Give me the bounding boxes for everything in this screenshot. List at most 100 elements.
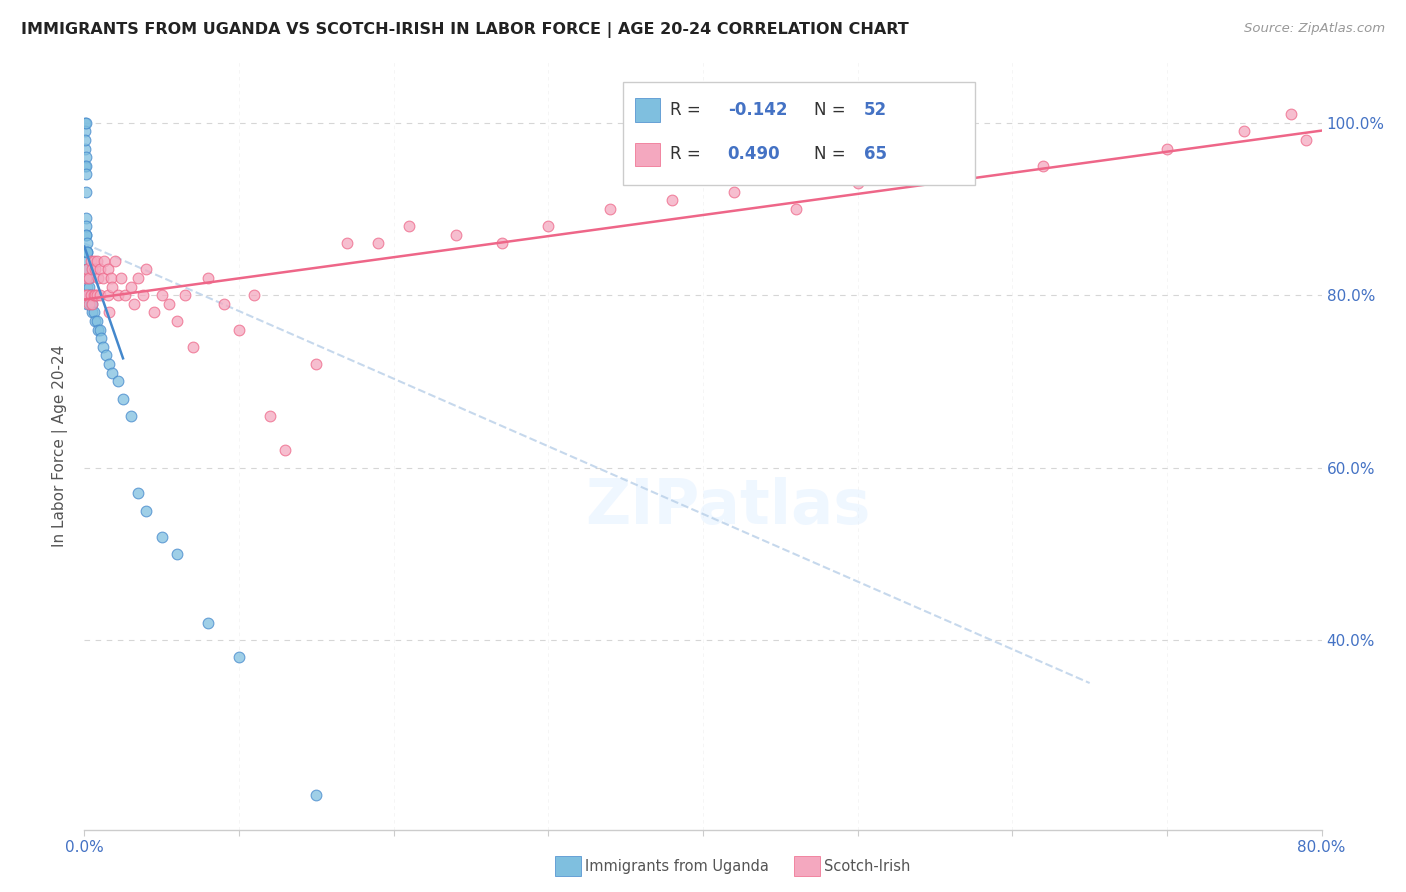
Point <box>82 297 104 311</box>
Point <box>1032 159 1054 173</box>
Point <box>89 288 111 302</box>
Point <box>84 288 107 302</box>
Point <box>77 271 100 285</box>
Point <box>305 788 328 802</box>
Point <box>112 392 135 406</box>
Text: -0.142: -0.142 <box>728 101 787 119</box>
Point <box>114 288 136 302</box>
Point <box>87 323 110 337</box>
Point <box>491 236 513 251</box>
Point <box>75 185 97 199</box>
Point <box>135 262 157 277</box>
Point <box>91 340 114 354</box>
Point <box>76 253 98 268</box>
Point <box>75 211 97 225</box>
Point <box>661 194 683 208</box>
Point <box>79 253 101 268</box>
Point <box>104 253 127 268</box>
Point <box>83 288 105 302</box>
Text: 65: 65 <box>863 145 887 163</box>
Text: N =: N = <box>814 101 851 119</box>
Point <box>76 297 98 311</box>
Point <box>336 236 359 251</box>
Text: 52: 52 <box>863 101 887 119</box>
Point <box>75 227 97 242</box>
Point <box>367 236 389 251</box>
FancyBboxPatch shape <box>623 81 976 186</box>
Point <box>132 288 155 302</box>
Point <box>243 288 266 302</box>
Point <box>1156 142 1178 156</box>
Point <box>127 271 149 285</box>
Point <box>174 288 197 302</box>
Point <box>96 262 118 277</box>
Point <box>75 227 97 242</box>
Bar <box>636 143 659 166</box>
Point <box>228 650 250 665</box>
Point <box>76 288 98 302</box>
Point <box>77 288 100 302</box>
Point <box>73 116 96 130</box>
Point <box>75 168 97 182</box>
Text: IMMIGRANTS FROM UGANDA VS SCOTCH-IRISH IN LABOR FORCE | AGE 20-24 CORRELATION CH: IMMIGRANTS FROM UGANDA VS SCOTCH-IRISH I… <box>21 22 908 38</box>
Point <box>398 219 420 234</box>
Point <box>100 271 122 285</box>
Point <box>166 314 188 328</box>
Point <box>75 116 97 130</box>
Point <box>150 288 173 302</box>
Point <box>77 271 100 285</box>
Point <box>76 245 98 260</box>
Point <box>86 288 108 302</box>
Point <box>444 227 467 242</box>
Point <box>75 159 97 173</box>
Point <box>537 219 560 234</box>
Point <box>84 262 107 277</box>
Point <box>159 297 180 311</box>
Point <box>259 409 281 423</box>
Point <box>1233 124 1256 138</box>
Point <box>77 297 100 311</box>
Text: Source: ZipAtlas.com: Source: ZipAtlas.com <box>1244 22 1385 36</box>
Point <box>143 305 166 319</box>
Point <box>75 219 97 234</box>
Point <box>90 331 112 345</box>
Point <box>110 271 132 285</box>
Text: R =: R = <box>669 145 706 163</box>
Point <box>83 253 105 268</box>
Point <box>1295 133 1317 147</box>
Point <box>76 262 98 277</box>
Point <box>76 236 98 251</box>
Point <box>87 271 110 285</box>
Point <box>76 262 98 277</box>
Point <box>75 245 97 260</box>
Point <box>75 133 97 147</box>
Text: 0.490: 0.490 <box>728 145 780 163</box>
Point <box>75 124 97 138</box>
Point <box>150 529 173 543</box>
Bar <box>636 98 659 121</box>
Point <box>76 245 98 260</box>
Point <box>939 168 962 182</box>
Point <box>86 314 108 328</box>
Point <box>82 297 104 311</box>
Text: N =: N = <box>814 145 851 163</box>
Point <box>76 262 98 277</box>
Point <box>75 150 97 164</box>
Point <box>77 288 100 302</box>
Point <box>228 323 250 337</box>
Point <box>181 340 204 354</box>
Point <box>197 615 219 630</box>
Point <box>79 297 101 311</box>
Point <box>91 271 114 285</box>
Point <box>197 271 219 285</box>
Point <box>93 253 115 268</box>
Point <box>75 288 97 302</box>
Point <box>98 305 121 319</box>
Point <box>274 443 297 458</box>
Point <box>846 176 869 190</box>
Point <box>785 202 807 216</box>
Point <box>107 375 129 389</box>
Point <box>305 357 328 371</box>
Point <box>86 253 108 268</box>
Point <box>82 305 104 319</box>
